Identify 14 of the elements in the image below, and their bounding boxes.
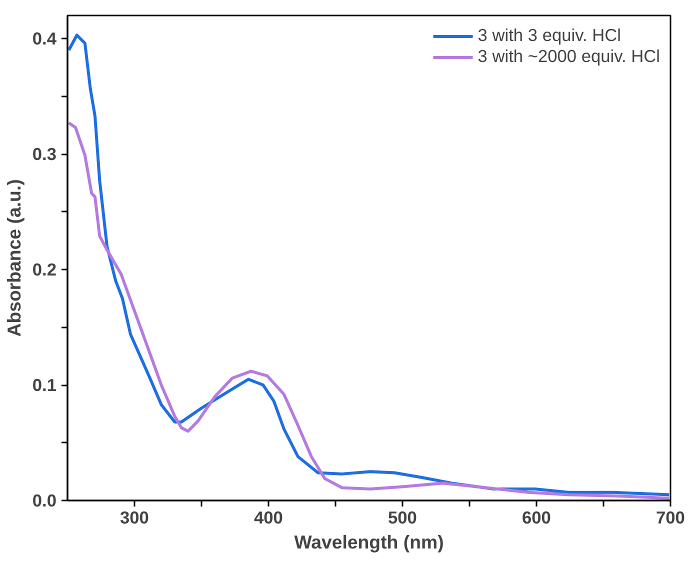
y-tick-label: 0.1 <box>32 375 57 396</box>
legend-label: 3 with 3 equiv. HCl <box>478 25 621 46</box>
x-tick-label: 600 <box>522 508 551 528</box>
y-tick-label: 0.0 <box>32 490 57 510</box>
y-tick-label: 0.4 <box>32 28 57 49</box>
y-tick-label: 0.3 <box>32 144 57 164</box>
x-tick-label: 400 <box>254 508 283 528</box>
y-axis-title: Absorbance (a.u.) <box>3 179 24 337</box>
x-tick-label: 500 <box>388 508 417 528</box>
legend-label: 3 with ~2000 equiv. HCl <box>478 46 660 67</box>
x-tick-label: 700 <box>656 508 685 528</box>
y-tick-label: 0.2 <box>32 260 57 280</box>
x-tick-label: 300 <box>120 508 149 528</box>
x-axis-title: Wavelength (nm) <box>294 532 444 552</box>
